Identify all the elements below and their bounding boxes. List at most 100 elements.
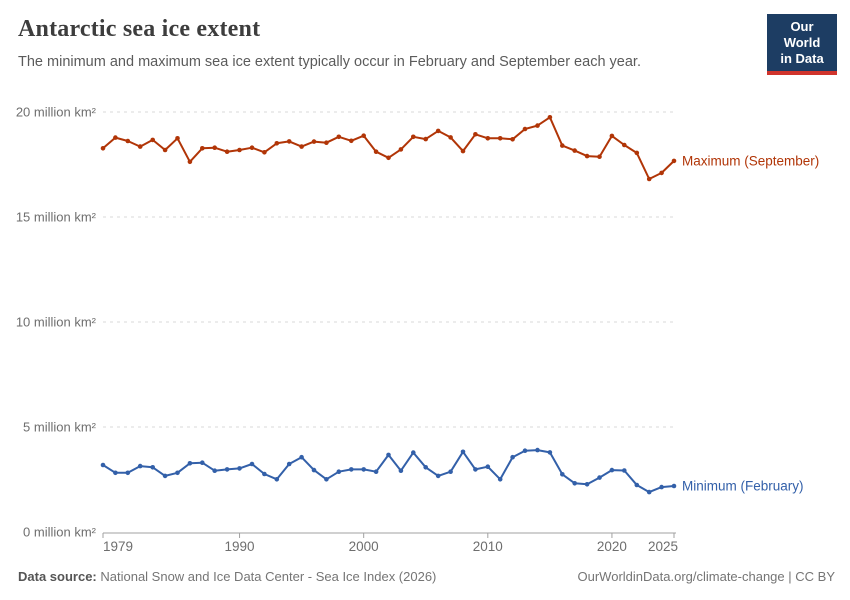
- maximum-data-point: [510, 137, 515, 142]
- data-source-note: Data source: National Snow and Ice Data …: [18, 569, 436, 584]
- minimum-data-point: [510, 454, 515, 460]
- minimum-data-point: [597, 475, 602, 480]
- maximum-series-line: [102, 116, 675, 180]
- maximum-data-point: [125, 138, 131, 144]
- maximum-data-point: [485, 136, 491, 141]
- maximum-data-point: [200, 146, 205, 151]
- minimum-data-point: [361, 467, 367, 472]
- minimum-data-point: [485, 464, 491, 470]
- minimum-data-point: [622, 468, 627, 473]
- maximum-data-point: [150, 137, 155, 143]
- minimum-data-point: [435, 473, 441, 479]
- y-tick-label: 15 million km²: [16, 210, 97, 225]
- minimum-data-point: [187, 461, 193, 466]
- maximum-data-point: [584, 153, 590, 159]
- minimum-data-point: [634, 482, 640, 488]
- minimum-data-point: [175, 470, 180, 476]
- maximum-data-point: [497, 136, 503, 141]
- minimum-data-point: [473, 467, 478, 472]
- minimum-data-point: [386, 452, 391, 458]
- minimum-data-point: [237, 466, 242, 471]
- maximum-data-point: [423, 136, 429, 142]
- minimum-data-point: [274, 477, 280, 482]
- maximum-data-point: [274, 141, 280, 146]
- minimum-data-point: [212, 468, 217, 474]
- minimum-data-point: [497, 477, 503, 482]
- minimum-data-point: [262, 471, 267, 477]
- minimum-data-point: [349, 467, 354, 472]
- maximum-data-point: [535, 123, 540, 128]
- maximum-data-point: [361, 133, 367, 138]
- maximum-data-point: [336, 134, 342, 140]
- chart-subtitle: The minimum and maximum sea ice extent t…: [18, 54, 641, 70]
- minimum-data-point: [398, 468, 404, 474]
- minimum-data-point: [448, 469, 453, 475]
- maximum-data-point: [162, 147, 168, 153]
- maximum-data-point: [299, 144, 304, 149]
- minimum-data-point: [671, 483, 677, 489]
- minimum-data-point: [336, 469, 342, 475]
- x-tick-label: 1990: [225, 539, 255, 554]
- minimum-data-point: [411, 450, 416, 455]
- minimum-data-point: [299, 454, 304, 460]
- minimum-data-point: [460, 449, 466, 455]
- maximum-data-point: [349, 138, 354, 144]
- maximum-data-point: [634, 150, 640, 156]
- data-source-label: Data source:: [18, 569, 97, 584]
- maximum-data-point: [522, 126, 528, 132]
- minimum-data-point: [560, 472, 565, 477]
- y-tick-label: 10 million km²: [16, 315, 97, 330]
- minimum-data-point: [137, 463, 143, 469]
- minimum-data-point: [249, 461, 255, 467]
- data-source-text: National Snow and Ice Data Center - Sea …: [96, 569, 437, 584]
- minimum-data-point: [572, 481, 577, 486]
- minimum-data-point: [609, 467, 615, 473]
- minimum-data-point: [584, 482, 590, 487]
- minimum-data-point: [162, 473, 168, 479]
- maximum-data-point: [671, 158, 677, 164]
- maximum-data-point: [249, 145, 255, 150]
- owid-link[interactable]: OurWorldinData.org/climate-change: [577, 569, 785, 584]
- minimum-data-point: [113, 470, 118, 476]
- footer-credit: OurWorldinData.org/climate-change | CC B…: [578, 569, 835, 584]
- maximum-data-point: [113, 135, 118, 140]
- x-tick-label: 2010: [473, 539, 503, 554]
- maximum-data-point: [411, 134, 416, 140]
- maximum-data-point: [286, 139, 292, 144]
- maximum-data-point: [237, 147, 242, 153]
- maximum-data-point: [398, 147, 404, 152]
- y-tick-label: 20 million km²: [16, 105, 97, 120]
- x-tick-label: 2020: [597, 539, 627, 554]
- maximum-data-point: [100, 146, 106, 151]
- minimum-data-point: [535, 447, 540, 453]
- maximum-data-point: [187, 159, 193, 165]
- minimum-data-point: [200, 460, 205, 466]
- maximum-data-point: [560, 143, 565, 148]
- license-text: | CC BY: [784, 569, 835, 584]
- minimum-data-point: [100, 462, 106, 468]
- x-tick-label: 2025: [648, 539, 678, 554]
- maximum-data-point: [659, 170, 664, 176]
- maximum-data-point: [262, 150, 267, 155]
- page-title: Antarctic sea ice extent: [18, 16, 261, 42]
- chart-footer: Data source: National Snow and Ice Data …: [18, 569, 835, 584]
- maximum-data-point: [386, 155, 391, 161]
- x-tick-label: 2000: [349, 539, 379, 554]
- maximum-data-point: [646, 176, 652, 182]
- maximum-data-point: [311, 139, 317, 144]
- minimum-series-label: Minimum (February): [682, 479, 804, 494]
- maximum-data-point: [175, 136, 180, 141]
- owid-logo-text: Our World in Data: [767, 14, 837, 71]
- minimum-data-point: [125, 470, 131, 476]
- minimum-data-point: [286, 461, 292, 467]
- minimum-data-point: [311, 467, 317, 473]
- maximum-data-point: [224, 149, 230, 154]
- owid-logo: Our World in Data: [767, 14, 837, 75]
- maximum-series-label: Maximum (September): [682, 153, 819, 168]
- maximum-data-point: [448, 135, 453, 140]
- maximum-data-point: [572, 148, 577, 153]
- maximum-data-point: [460, 148, 466, 154]
- y-tick-label: 0 million km²: [23, 525, 97, 540]
- minimum-data-point: [373, 469, 379, 475]
